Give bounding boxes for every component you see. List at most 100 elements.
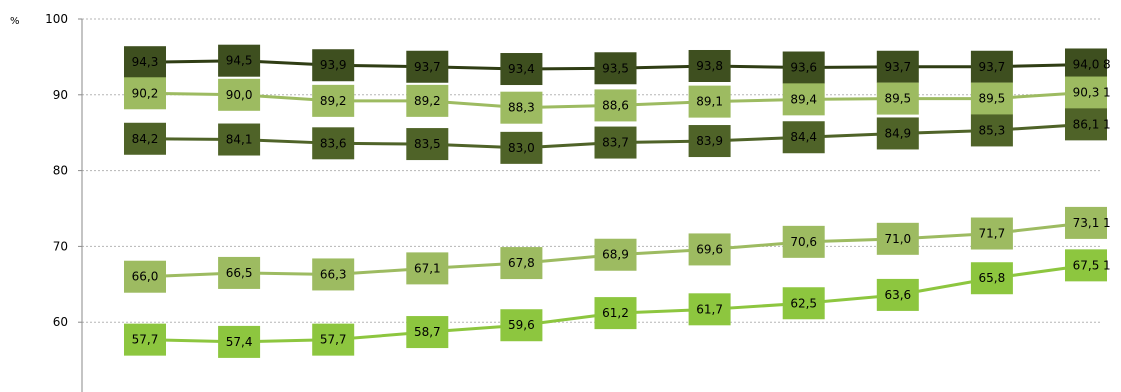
data-label: 71,7 (979, 227, 1006, 241)
series-end-label: 1 (1103, 86, 1111, 100)
data-label-box (970, 82, 1013, 115)
data-label-box (688, 125, 731, 158)
data-point: 83,0 (500, 131, 543, 164)
data-label: 61,7 (696, 302, 723, 316)
series-end-label: 1 (1103, 258, 1111, 272)
data-point: 89,1 (688, 85, 731, 118)
data-label: 83,7 (602, 136, 629, 150)
data-label: 57,7 (320, 333, 347, 347)
data-label-box (876, 117, 919, 150)
data-label: 88,6 (602, 98, 629, 112)
data-label-box (312, 84, 355, 117)
data-label: 93,7 (414, 60, 441, 74)
data-label-box (970, 262, 1013, 295)
data-label: 89,2 (320, 94, 347, 108)
data-point: 61,2 (594, 297, 637, 330)
data-label-box (500, 247, 543, 280)
data-label: 83,0 (508, 141, 535, 155)
data-point: 61,7 (688, 293, 731, 326)
data-point: 66,0 (124, 260, 166, 293)
data-label: 94,3 (132, 55, 159, 69)
data-point: 84,9 (876, 117, 919, 150)
data-label: 66,0 (132, 270, 159, 284)
data-label-box (312, 127, 355, 160)
data-point: 90,0 (218, 78, 261, 111)
data-point: 73,1 (1065, 206, 1107, 239)
series-end-label: 1 (1103, 216, 1111, 230)
series-end-label: 8 (1103, 57, 1111, 71)
data-point: 89,2 (406, 84, 449, 117)
data-label-box (218, 325, 261, 358)
data-label: 93,7 (884, 60, 911, 74)
data-point: 94,0 (1065, 48, 1107, 81)
data-label: 58,7 (414, 325, 441, 339)
data-point: 57,4 (218, 325, 261, 358)
series-end-labels: 8 1 1 1 1 (1103, 57, 1111, 272)
data-point: 93,9 (312, 49, 355, 82)
data-point: 70,6 (782, 225, 825, 258)
data-label: 61,2 (602, 306, 629, 320)
data-label-box (876, 278, 919, 311)
data-label: 89,4 (790, 92, 817, 106)
data-point: 83,6 (312, 127, 355, 160)
data-label-box (1065, 249, 1107, 282)
data-label-box (312, 49, 355, 82)
y-tick-label: 70 (53, 239, 68, 253)
data-label: 84,9 (884, 126, 911, 140)
data-point: 66,5 (218, 256, 261, 289)
y-tick-label: 90 (53, 88, 68, 102)
data-label-box (124, 260, 166, 293)
data-label-box (124, 46, 166, 79)
data-labels: 94,3 94,5 93,9 93,7 93,4 93,5 93,8 93,6 93,7 93,7… (124, 44, 1107, 358)
data-point: 89,2 (312, 84, 355, 117)
data-point: 66,3 (312, 258, 355, 291)
data-point: 63,6 (876, 278, 919, 311)
data-label-box (688, 49, 731, 82)
data-label-box (970, 114, 1013, 147)
data-point: 89,4 (782, 83, 825, 116)
data-label-box (406, 316, 449, 349)
data-point: 88,6 (594, 89, 637, 122)
data-label: 93,4 (508, 62, 535, 76)
data-label: 93,8 (696, 59, 723, 73)
data-point: 89,5 (970, 82, 1013, 115)
data-label: 59,6 (508, 318, 535, 332)
data-label: 93,7 (979, 60, 1006, 74)
data-label: 69,6 (696, 242, 723, 256)
data-label-box (688, 85, 731, 118)
axis-layer: % 5060708090100 (10, 12, 83, 392)
data-point: 83,5 (406, 128, 449, 161)
data-label: 67,5 (1073, 258, 1100, 272)
data-label: 83,5 (414, 137, 441, 151)
data-label-box (782, 51, 825, 84)
data-label-box (594, 126, 637, 159)
data-label: 67,8 (508, 256, 535, 270)
data-point: 84,1 (218, 123, 261, 156)
data-label: 86,1 (1073, 117, 1100, 131)
data-label: 84,1 (226, 133, 253, 147)
data-point: 67,8 (500, 247, 543, 280)
data-label-box (406, 252, 449, 285)
data-label-box (218, 44, 261, 77)
data-label-box (594, 238, 637, 271)
data-label: 73,1 (1073, 216, 1100, 230)
data-point: 93,7 (406, 50, 449, 83)
data-point: 94,3 (124, 46, 166, 79)
data-point: 84,4 (782, 121, 825, 154)
data-label-box (218, 123, 261, 156)
data-point: 93,8 (688, 49, 731, 82)
data-point: 69,6 (688, 233, 731, 266)
data-label-box (218, 78, 261, 111)
y-tick-label: 80 (53, 164, 68, 178)
data-label: 94,5 (226, 54, 253, 68)
data-label: 93,5 (602, 61, 629, 75)
data-label-box (782, 225, 825, 258)
data-point: 67,5 (1065, 249, 1107, 282)
data-label: 63,6 (884, 288, 911, 302)
data-label: 89,1 (696, 95, 723, 109)
data-label-box (876, 222, 919, 255)
data-point: 88,3 (500, 91, 543, 124)
data-label: 89,2 (414, 94, 441, 108)
data-label-box (1065, 206, 1107, 239)
